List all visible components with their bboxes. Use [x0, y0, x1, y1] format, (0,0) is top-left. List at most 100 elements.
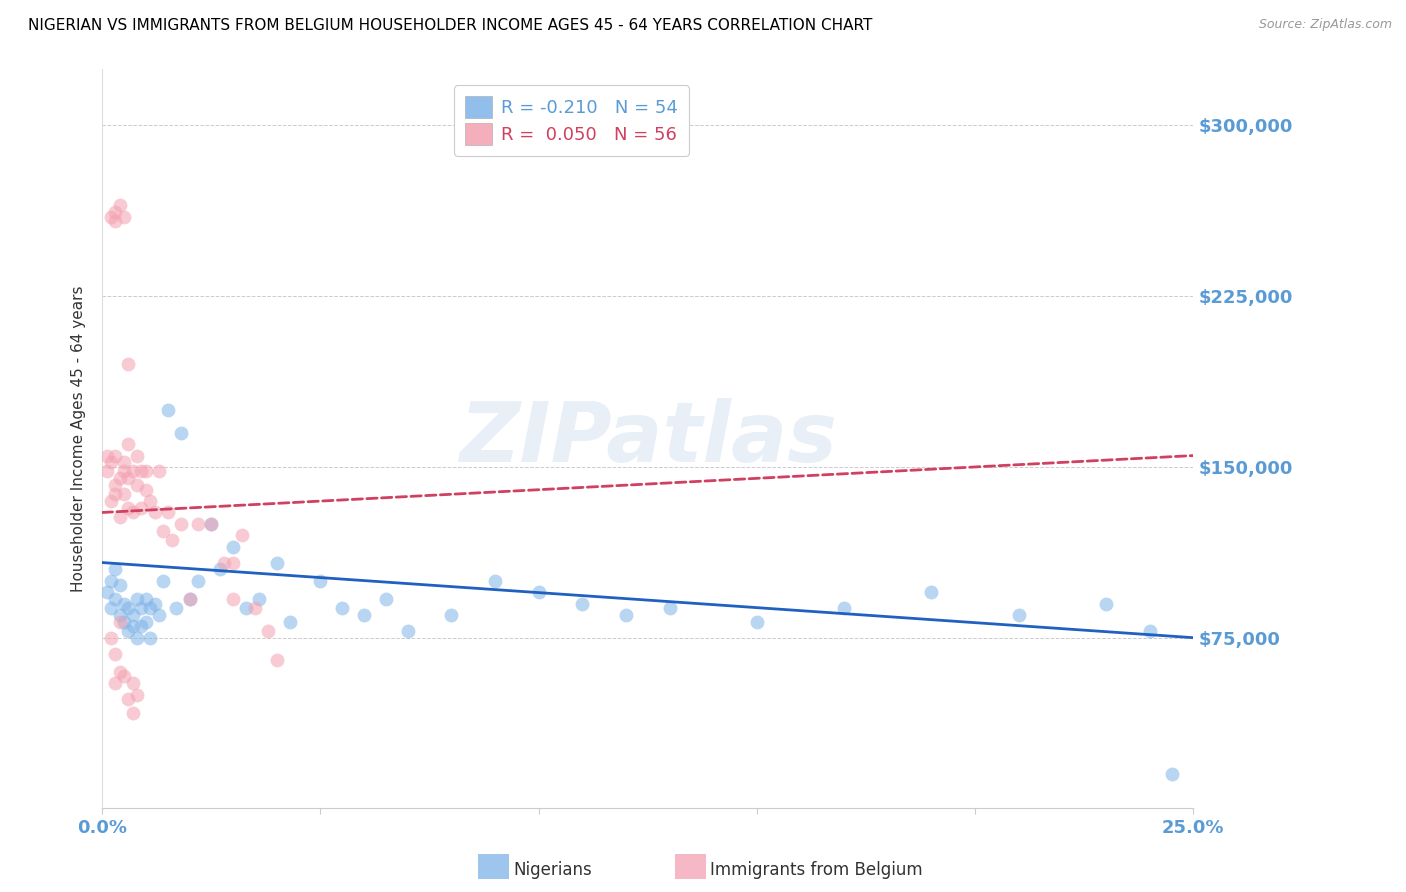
- Point: [117, 500, 139, 515]
- Point: [160, 533, 183, 547]
- Point: [222, 556, 245, 570]
- Point: [187, 516, 209, 531]
- Point: [96, 465, 118, 479]
- Point: [135, 592, 157, 607]
- Point: [112, 597, 135, 611]
- Point: [96, 449, 118, 463]
- Point: [235, 601, 257, 615]
- Point: [257, 624, 280, 638]
- Point: [745, 615, 768, 629]
- Point: [104, 214, 127, 228]
- Point: [117, 437, 139, 451]
- Point: [658, 601, 681, 615]
- Point: [139, 494, 162, 508]
- Point: [1139, 624, 1161, 638]
- Point: [112, 210, 135, 224]
- Point: [832, 601, 855, 615]
- Point: [247, 592, 270, 607]
- Point: [100, 494, 122, 508]
- Text: Nigerians: Nigerians: [513, 861, 592, 879]
- Point: [484, 574, 506, 588]
- Point: [104, 487, 127, 501]
- Point: [121, 506, 143, 520]
- Point: [121, 607, 143, 622]
- Point: [108, 578, 131, 592]
- Point: [135, 483, 157, 497]
- Point: [127, 688, 149, 702]
- Point: [353, 607, 375, 622]
- Point: [108, 607, 131, 622]
- Point: [266, 556, 288, 570]
- Point: [104, 647, 127, 661]
- Point: [100, 210, 122, 224]
- Point: [309, 574, 332, 588]
- Point: [1160, 767, 1182, 781]
- Point: [156, 403, 179, 417]
- Point: [231, 528, 253, 542]
- Point: [112, 669, 135, 683]
- Point: [131, 500, 153, 515]
- Point: [104, 676, 127, 690]
- Point: [187, 574, 209, 588]
- Point: [100, 455, 122, 469]
- Point: [121, 676, 143, 690]
- Point: [112, 487, 135, 501]
- Point: [614, 607, 637, 622]
- Point: [127, 478, 149, 492]
- Point: [278, 615, 301, 629]
- Point: [121, 465, 143, 479]
- Point: [330, 601, 353, 615]
- Point: [121, 706, 143, 720]
- Text: Immigrants from Belgium: Immigrants from Belgium: [710, 861, 922, 879]
- Point: [139, 601, 162, 615]
- Point: [117, 601, 139, 615]
- Point: [117, 358, 139, 372]
- Point: [165, 601, 187, 615]
- Text: ZIPatlas: ZIPatlas: [458, 398, 837, 479]
- Point: [131, 601, 153, 615]
- Point: [143, 597, 166, 611]
- Point: [108, 615, 131, 629]
- Point: [152, 524, 174, 538]
- Point: [152, 574, 174, 588]
- Point: [243, 601, 266, 615]
- Point: [127, 449, 149, 463]
- Legend: R = -0.210   N = 54, R =  0.050   N = 56: R = -0.210 N = 54, R = 0.050 N = 56: [454, 85, 689, 156]
- Point: [179, 592, 201, 607]
- Point: [100, 601, 122, 615]
- Point: [920, 585, 942, 599]
- Point: [131, 465, 153, 479]
- Point: [170, 425, 193, 440]
- Point: [121, 619, 143, 633]
- Point: [527, 585, 550, 599]
- Point: [135, 465, 157, 479]
- Point: [100, 631, 122, 645]
- Point: [108, 510, 131, 524]
- Point: [112, 465, 135, 479]
- Point: [117, 624, 139, 638]
- Point: [396, 624, 419, 638]
- Point: [200, 516, 222, 531]
- Point: [179, 592, 201, 607]
- Point: [135, 615, 157, 629]
- Point: [108, 665, 131, 679]
- Point: [117, 692, 139, 706]
- Point: [156, 506, 179, 520]
- Point: [127, 631, 149, 645]
- Point: [104, 562, 127, 576]
- Y-axis label: Householder Income Ages 45 - 64 years: Householder Income Ages 45 - 64 years: [72, 285, 86, 591]
- Point: [104, 478, 127, 492]
- Point: [139, 631, 162, 645]
- Point: [100, 574, 122, 588]
- Point: [104, 205, 127, 219]
- Point: [214, 556, 236, 570]
- Point: [117, 471, 139, 485]
- Point: [222, 540, 245, 554]
- Point: [143, 506, 166, 520]
- Point: [571, 597, 593, 611]
- Point: [127, 592, 149, 607]
- Point: [104, 592, 127, 607]
- Point: [131, 619, 153, 633]
- Point: [209, 562, 232, 576]
- Point: [222, 592, 245, 607]
